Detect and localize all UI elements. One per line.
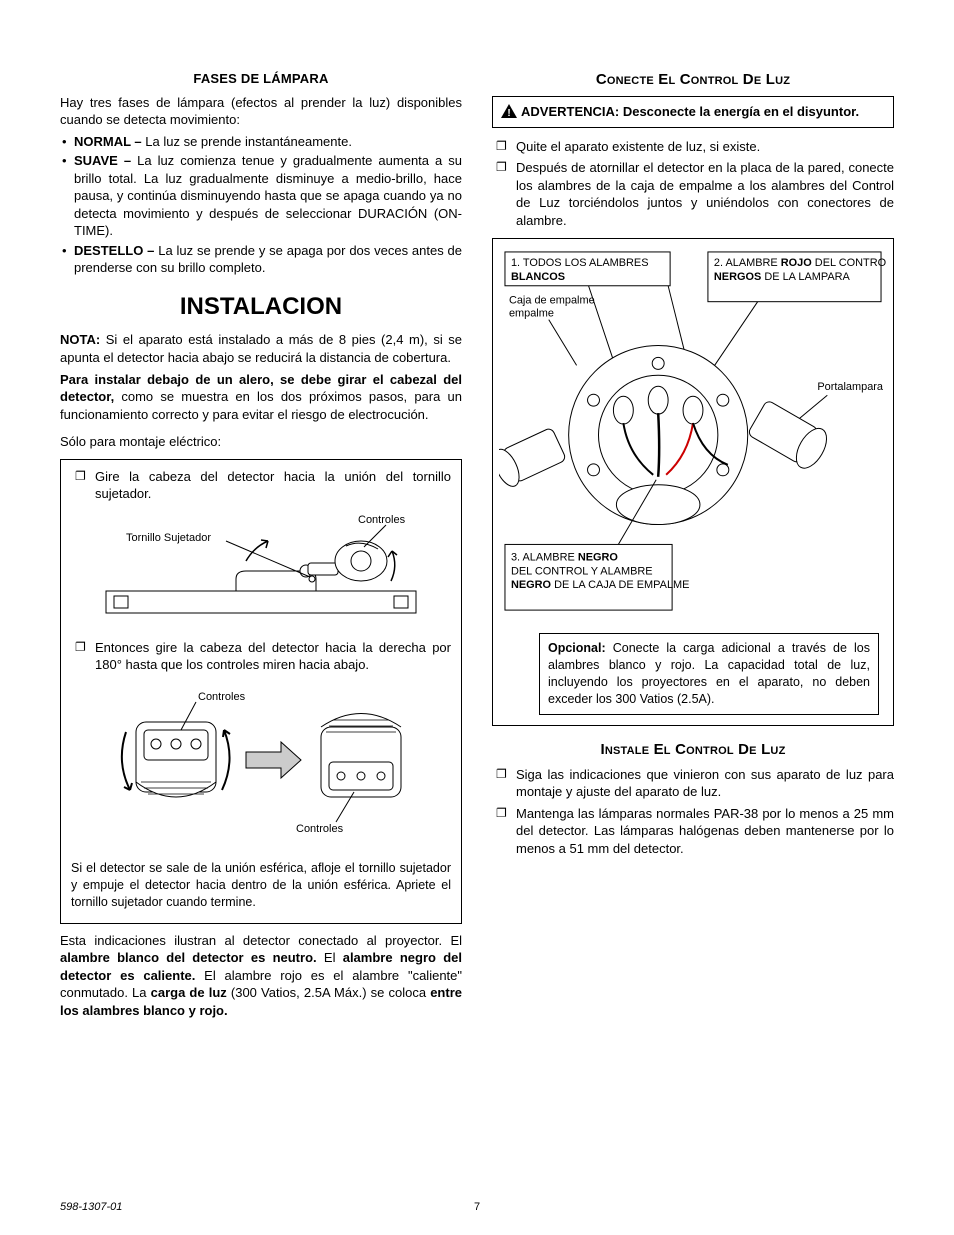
warning-icon: ! [501,104,517,118]
para-instalar-paragraph: Para instalar debajo de un alero, se deb… [60,371,462,424]
fases-list: NORMAL – La luz se prende instantáneamen… [60,133,462,277]
doc-number: 598-1307-01 [60,1201,122,1213]
left-column: FASES DE LÁMPARA Hay tres fases de lámpa… [60,70,462,1023]
svg-text:NEGRO DE LA CAJA DE EMPALME: NEGRO DE LA CAJA DE EMPALME [511,579,690,591]
warning-box: !ADVERTENCIA: Desconecte la energía en e… [492,96,894,128]
instale-step2: Mantenga las lámparas normales PAR-38 po… [492,805,894,858]
instale-title: Instale El Control De Luz [492,740,894,760]
instale-steps: Siga las indicaciones que vinieron con s… [492,766,894,858]
svg-text:BLANCOS: BLANCOS [511,270,565,282]
diagram-detector-side: Tornillo Sujetador Controles [96,511,426,631]
nota-paragraph: NOTA: Si el aparato está instalado a más… [60,331,462,366]
svg-text:!: ! [507,108,510,118]
svg-text:3. ALAMBRE NEGRO: 3. ALAMBRE NEGRO [511,551,618,563]
footer: 598-1307-01 7 [60,1200,894,1215]
fase-destello: DESTELLO – La luz se prende y se apaga p… [60,242,462,277]
label-tornillo: Tornillo Sujetador [126,532,211,544]
svg-text:Caja de empalme: Caja de empalme [509,294,595,306]
conecte-step1: Quite el aparato existente de luz, si ex… [492,138,894,156]
label-controles-bottom: Controles [296,823,344,835]
right-column: Conecte El Control De Luz !ADVERTENCIA: … [492,70,894,1023]
closing-paragraph: Esta indicaciones ilustran al detector c… [60,932,462,1020]
conecte-step2: Después de atornillar el detector en la … [492,159,894,229]
box-note: Si el detector se sale de la unión esfér… [71,860,451,911]
diagram-detector-rotate: Controles Controles [96,682,426,852]
svg-text:empalme: empalme [509,307,554,319]
box-step1: Gire la cabeza del detector hacia la uni… [71,468,451,503]
instale-step1: Siga las indicaciones que vinieron con s… [492,766,894,801]
page-number: 7 [474,1200,480,1215]
wiring-diagram-box: 1. TODOS LOS ALAMBRES BLANCOS 2. ALAMBRE… [492,238,894,726]
svg-text:DEL CONTROL Y ALAMBRE: DEL CONTROL Y ALAMBRE [511,565,653,577]
box-step2: Entonces gire la cabeza del detector hac… [71,639,451,674]
instalacion-title: INSTALACION [60,291,462,323]
wiring-diagram: 1. TODOS LOS ALAMBRES BLANCOS 2. ALAMBRE… [499,245,887,625]
label-controles-1: Controles [358,514,406,526]
svg-text:1. TODOS LOS ALAMBRES: 1. TODOS LOS ALAMBRES [511,256,649,268]
opcional-box: Opcional: Conecte la carga adicional a t… [539,633,879,715]
fases-title: FASES DE LÁMPARA [60,70,462,88]
conecte-title: Conecte El Control De Luz [492,70,894,90]
solo-para: Sólo para montaje eléctrico: [60,433,462,451]
detector-rotation-box: Gire la cabeza del detector hacia la uni… [60,459,462,924]
svg-text:Portalampara: Portalampara [817,381,884,393]
svg-text:NERGOS DE LA LAMPARA: NERGOS DE LA LAMPARA [714,270,851,282]
fase-suave: SUAVE – La luz comienza tenue y gradualm… [60,152,462,240]
fases-intro: Hay tres fases de lámpara (efectos al pr… [60,94,462,129]
fase-normal: NORMAL – La luz se prende instantáneamen… [60,133,462,151]
label-controles-top: Controles [198,691,246,703]
conecte-steps: Quite el aparato existente de luz, si ex… [492,138,894,230]
svg-text:2. ALAMBRE ROJO DEL CONTROL Y: 2. ALAMBRE ROJO DEL CONTROL Y ALAMBRES [714,256,887,268]
